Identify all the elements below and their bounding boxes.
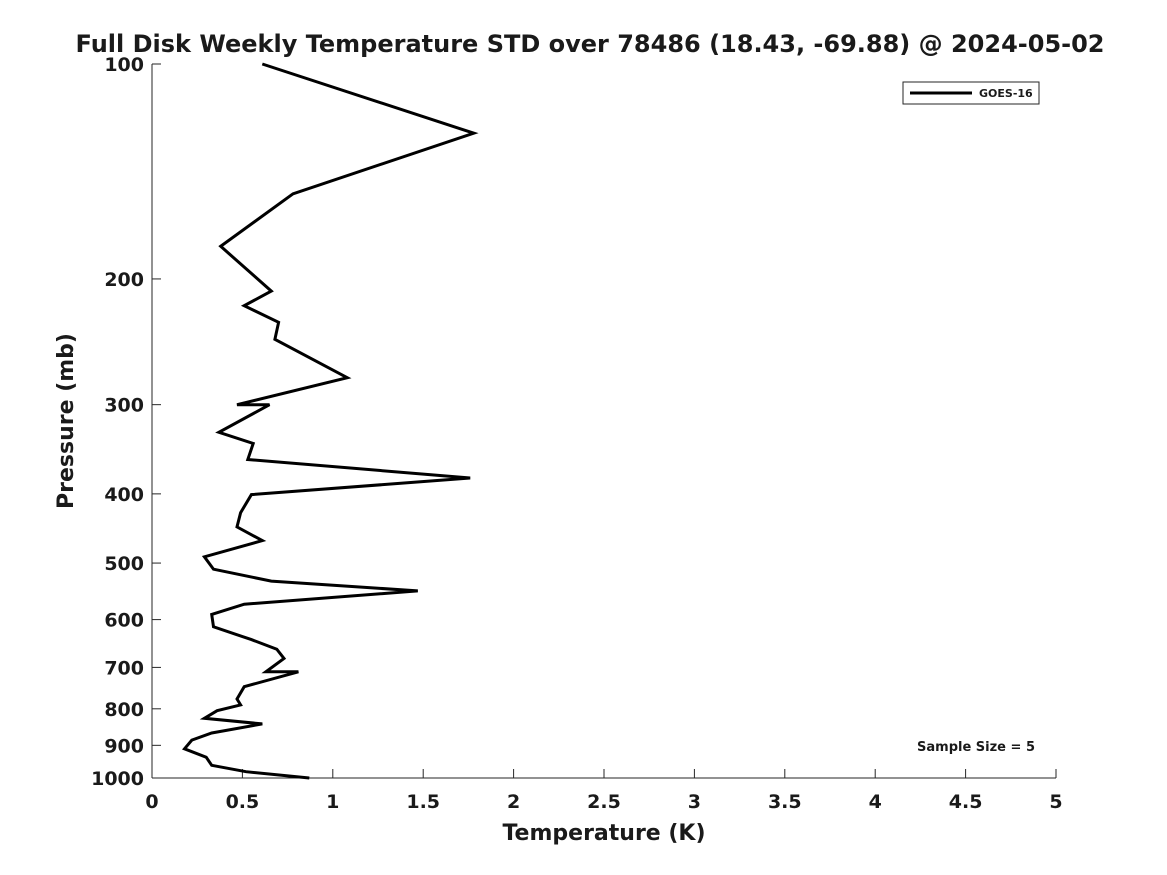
y-tick-label: 400: [104, 484, 144, 506]
x-tick-label: 4.5: [949, 791, 983, 813]
legend: GOES-16: [902, 81, 1040, 105]
x-tick-label: 3.5: [768, 791, 802, 813]
x-tick-label: 2.5: [587, 791, 621, 813]
series-line-goes-16: [182, 62, 479, 780]
y-tick-label: 500: [104, 553, 144, 575]
x-tick-label: 2: [507, 791, 520, 813]
x-axis-label: Temperature (K): [502, 821, 705, 846]
y-tick-label: 200: [104, 269, 144, 291]
x-tick-label: 5: [1049, 791, 1062, 813]
sample-size-annotation: Sample Size = 5: [917, 740, 1035, 755]
y-tick-label: 600: [104, 610, 144, 632]
y-tick-label: 300: [104, 395, 144, 417]
x-tick-label: 1.5: [406, 791, 440, 813]
x-tick-label: 4: [869, 791, 882, 813]
x-tick-label: 1: [326, 791, 339, 813]
y-tick-label: 900: [104, 735, 144, 757]
y-tick-label: 800: [104, 699, 144, 721]
y-tick-label: 1000: [91, 768, 144, 790]
x-tick-label: 3: [688, 791, 701, 813]
plot-frame: [152, 64, 1056, 778]
x-ticks: 0 0.5 1 1.5 2 2.5 3 3.5 4 4.5 5: [145, 769, 1063, 813]
chart-title: Full Disk Weekly Temperature STD over 78…: [76, 30, 1105, 58]
y-tick-label: 100: [104, 54, 144, 76]
series-layer: [182, 62, 479, 780]
y-tick-label: 700: [104, 657, 144, 679]
y-ticks: 100 200 300 400 500 600 700 800 900 1000: [91, 54, 161, 790]
x-tick-label: 0.5: [226, 791, 260, 813]
x-tick-label: 0: [145, 791, 158, 813]
y-axis-label: Pressure (mb): [54, 333, 79, 509]
legend-label-goes-16: GOES-16: [979, 87, 1033, 100]
